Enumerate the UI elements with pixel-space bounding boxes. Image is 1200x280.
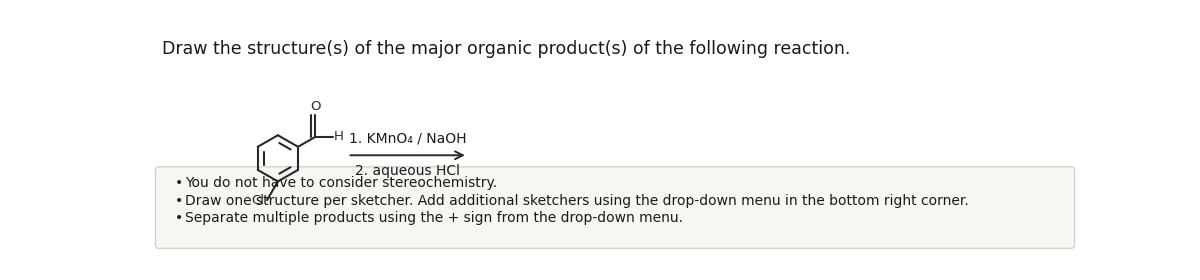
Text: You do not have to consider stereochemistry.: You do not have to consider stereochemis… bbox=[185, 176, 497, 190]
Text: 1. KMnO₄ / NaOH: 1. KMnO₄ / NaOH bbox=[349, 131, 467, 145]
Text: Draw one structure per sketcher. Add additional sketchers using the drop-down me: Draw one structure per sketcher. Add add… bbox=[185, 194, 968, 208]
FancyBboxPatch shape bbox=[156, 167, 1074, 248]
Text: Cl: Cl bbox=[252, 193, 265, 207]
Text: •: • bbox=[175, 194, 184, 208]
Text: Separate multiple products using the + sign from the drop-down menu.: Separate multiple products using the + s… bbox=[185, 211, 683, 225]
Text: H: H bbox=[334, 130, 344, 143]
Text: 2. aqueous HCl: 2. aqueous HCl bbox=[355, 164, 460, 178]
Text: •: • bbox=[175, 176, 184, 190]
Text: Draw the structure(s) of the major organic product(s) of the following reaction.: Draw the structure(s) of the major organ… bbox=[162, 40, 850, 58]
Text: O: O bbox=[311, 100, 320, 113]
Text: •: • bbox=[175, 211, 184, 225]
